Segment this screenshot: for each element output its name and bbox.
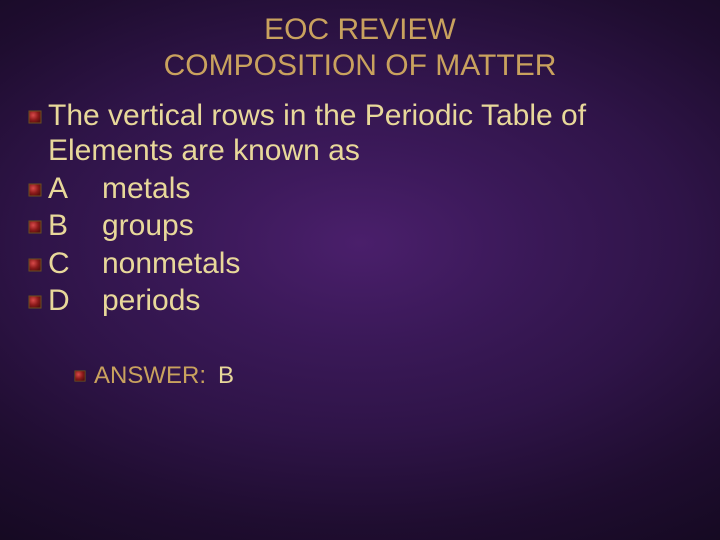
bullet-icon <box>28 110 42 124</box>
option-letter: D <box>48 283 102 318</box>
question-row: The vertical rows in the Periodic Table … <box>28 98 690 169</box>
answer-row: ANSWER: B <box>28 362 690 390</box>
option-text: metals <box>102 171 690 206</box>
option-row-b: B groups <box>28 208 690 243</box>
title-line-2: COMPOSITION OF MATTER <box>164 49 557 82</box>
option-row-a: A metals <box>28 171 690 206</box>
option-letter: A <box>48 171 102 206</box>
bullet-icon <box>28 258 42 272</box>
option-text: nonmetals <box>102 246 690 281</box>
question-text: The vertical rows in the Periodic Table … <box>48 98 690 169</box>
bullet-icon <box>74 370 86 382</box>
bullet-icon <box>28 295 42 309</box>
answer-label: ANSWER: <box>94 362 206 390</box>
option-text: groups <box>102 208 690 243</box>
option-text: periods <box>102 283 690 318</box>
option-letter: C <box>48 246 102 281</box>
bullet-icon <box>28 220 42 234</box>
option-row-d: D periods <box>28 283 690 318</box>
answer-value: B <box>218 362 234 390</box>
slide-content: The vertical rows in the Periodic Table … <box>0 98 720 390</box>
bullet-icon <box>28 183 42 197</box>
title-line-1: EOC REVIEW <box>264 13 456 46</box>
option-letter: B <box>48 208 102 243</box>
slide-title: EOC REVIEW COMPOSITION OF MATTER <box>0 0 720 92</box>
option-row-c: C nonmetals <box>28 246 690 281</box>
